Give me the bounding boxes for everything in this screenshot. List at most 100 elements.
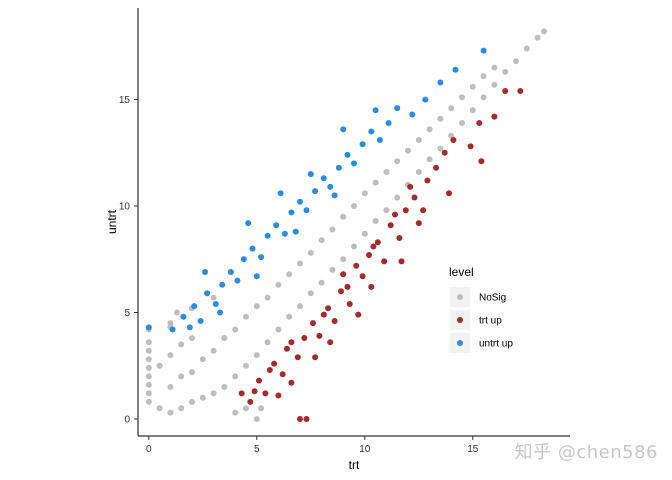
data-point [312,354,319,361]
data-point [264,294,271,301]
data-point [502,68,509,75]
data-point [219,281,226,288]
data-point [145,347,152,354]
data-point [178,373,185,380]
data-point [210,347,217,354]
data-point [238,390,245,397]
data-point [286,313,293,320]
data-point [167,384,174,390]
data-point [145,398,152,405]
data-point [310,320,316,327]
data-point [407,183,414,190]
data-point [243,313,249,320]
data-point [459,94,465,101]
data-point [247,398,254,405]
data-point [335,164,342,171]
data-point [320,175,327,182]
data-point [189,398,195,405]
data-point [411,194,418,201]
data-point [297,303,303,310]
data-point [189,369,195,376]
data-point [271,360,278,367]
data-point [361,190,368,197]
data-point [258,405,265,412]
data-point [258,254,265,261]
data-point [178,405,185,412]
data-point [424,177,431,184]
data-point [325,305,332,312]
legend-label: NoSig [479,293,506,304]
data-point [368,283,375,290]
data-point [204,290,211,297]
data-point [199,356,206,363]
data-point [301,335,308,341]
data-point [202,269,208,275]
data-point [197,318,204,324]
data-point [331,192,338,199]
data-point [312,188,319,195]
data-point [156,405,163,412]
data-point [156,362,163,369]
data-point [251,388,258,395]
data-point [340,126,347,133]
data-point [316,332,323,339]
data-point [173,309,180,316]
data-point [480,73,487,80]
data-point [227,269,234,275]
data-point [243,405,249,412]
data-point [284,345,290,352]
data-point [405,147,411,154]
data-point [327,183,334,190]
legend-title: level [449,265,474,279]
data-point [383,169,390,175]
series-untrt-up [145,47,487,333]
data-point [415,169,422,175]
x-tick-label: 0 [146,444,152,455]
data-point [253,352,260,359]
data-point [437,79,444,86]
data-point [262,390,269,397]
series-nosig [145,28,548,422]
legend-key [457,340,463,346]
y-tick-label: 0 [124,414,130,425]
data-point [217,309,224,316]
data-point [264,339,271,346]
data-point [249,245,256,252]
data-point [478,158,485,165]
data-point [256,377,262,384]
data-point [370,243,377,250]
data-point [381,258,388,265]
data-point [450,137,457,143]
data-point [191,303,198,310]
data-point [396,235,403,241]
data-point [392,211,398,218]
y-axis-ticks: 0 5 10 15 [119,95,138,425]
data-point [294,354,301,361]
data-point [426,126,433,133]
data-point [281,230,288,237]
data-point [180,313,187,320]
data-point [273,222,280,229]
data-point [346,301,353,307]
data-point [329,226,336,233]
data-point [353,262,360,269]
x-axis-title: trt [349,458,360,472]
data-point [366,252,373,258]
data-point [448,105,455,112]
x-tick-label: 5 [254,444,260,455]
x-tick-label: 15 [467,444,479,455]
data-point [513,58,519,65]
data-point [243,362,249,369]
data-point [344,151,351,158]
data-point [491,81,498,88]
x-axis-ticks: 0 5 10 15 [146,436,479,455]
data-point [433,164,440,171]
data-point [178,341,185,348]
data-point [541,28,548,35]
data-point [297,260,303,267]
data-point [212,301,219,307]
data-point [145,390,152,397]
data-point [167,352,174,359]
data-point [523,45,530,52]
